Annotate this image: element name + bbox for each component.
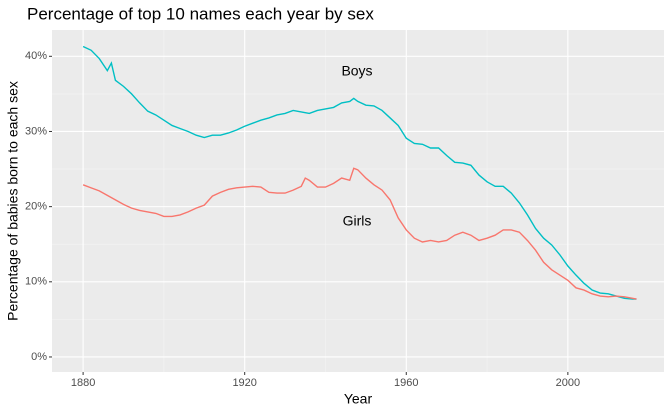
y-tick-label: 20% [25, 201, 47, 213]
x-tick-label: 2000 [556, 377, 580, 389]
y-tick-label: 40% [25, 50, 47, 62]
y-axis-title: Percentage of babies born to each sex [5, 81, 21, 321]
series-line [82, 167, 637, 300]
series-line [82, 45, 637, 300]
annotation: Girls [343, 213, 372, 229]
y-tick-label: 0% [31, 351, 47, 363]
x-tick-label: 1960 [394, 377, 418, 389]
x-tick-label: 1880 [71, 377, 95, 389]
x-tick-label: 1920 [232, 377, 256, 389]
y-tick-label: 10% [25, 276, 47, 288]
chart-title: Percentage of top 10 names each year by … [27, 4, 374, 23]
plot-panel [52, 30, 664, 372]
annotation: Boys [341, 63, 372, 79]
y-tick-label: 30% [25, 125, 47, 137]
x-axis-title: Year [344, 391, 373, 407]
